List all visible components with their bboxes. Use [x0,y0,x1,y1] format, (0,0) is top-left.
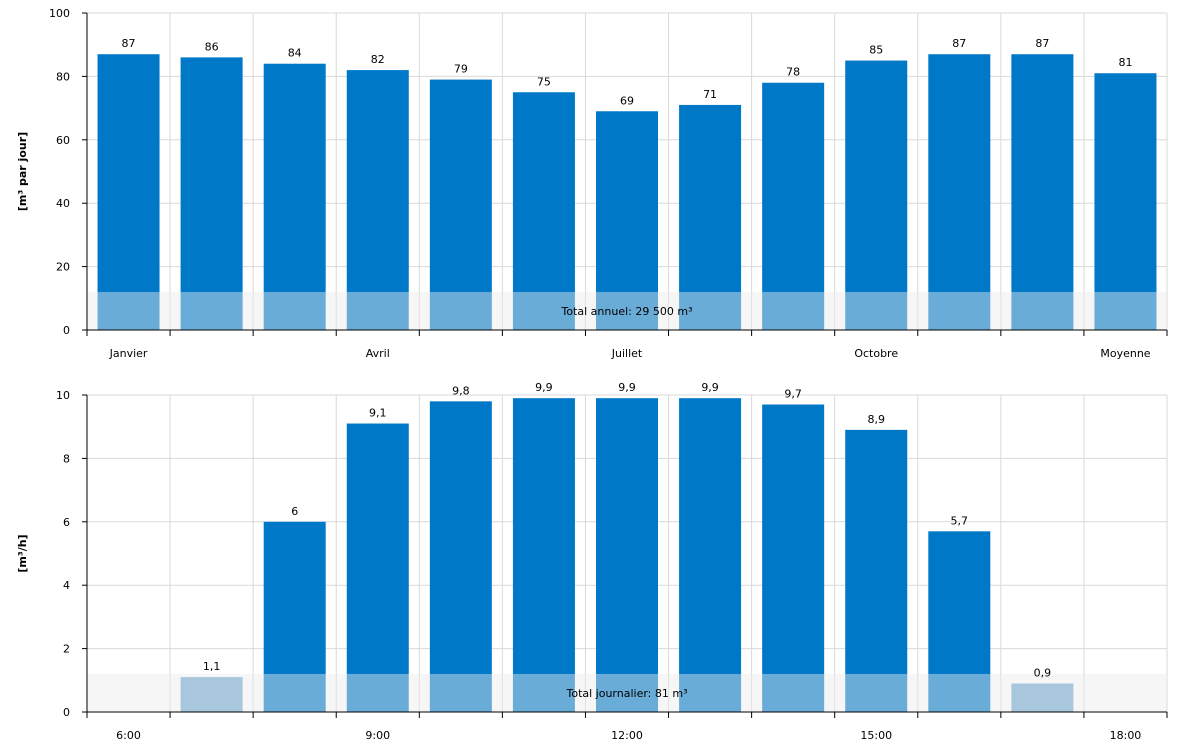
y-tick-label: 6 [63,516,70,529]
x-tick-label: 12:00 [611,729,643,742]
bar [346,70,409,330]
chart-hourly-flow: Total journalier: 81 m³ 1,1 6 9,1 9,8 9,9 9,9 9… [16,381,1168,742]
data-label: 69 [620,94,634,107]
y-tick-label: 10 [56,389,70,402]
bar [762,82,825,331]
data-label: 87 [1035,37,1049,50]
x-tick-label: Moyenne [1100,347,1150,360]
data-label: 9,9 [535,381,553,394]
x-tick-label: 9:00 [365,729,390,742]
data-label: 86 [205,40,219,53]
bar [596,111,658,331]
data-label: 9,7 [784,388,802,401]
y-tick-label: 40 [56,197,70,210]
data-label: 79 [454,63,468,76]
band-label: Total annuel: 29 500 m³ [561,305,693,318]
data-label: 6 [291,505,298,518]
total-band [87,673,1167,712]
bar [429,79,492,330]
data-label: 81 [1118,56,1132,69]
bar [679,398,742,712]
data-label: 9,9 [701,381,719,394]
y-tick-label: 0 [63,706,70,719]
y-tick-label: 60 [56,134,70,147]
y-tick-label: 0 [63,324,70,337]
y-tick-label: 80 [56,70,70,83]
x-tick-label: Avril [366,347,390,360]
data-label: 84 [288,47,302,60]
band-label: Total journalier: 81 m³ [565,687,687,700]
data-label: 9,8 [452,384,470,397]
y-axis-title: [m³ par jour] [16,132,29,211]
data-label: 5,7 [951,514,969,527]
bar [429,401,492,712]
bar [928,54,991,331]
data-label: 87 [122,37,136,50]
bar [512,92,575,330]
bar [596,398,658,712]
x-tick-label: Octobre [854,347,898,360]
total-band [87,291,1167,330]
y-tick-label: 4 [63,579,70,592]
data-label: 9,1 [369,407,387,420]
bar [1011,54,1074,331]
bar [180,57,243,330]
data-label: 71 [703,88,717,101]
y-tick-label: 2 [63,643,70,656]
bar [263,521,326,712]
chart-daily-volume-by-month: Total annuel: 29 500 m³ 87 86 84 82 79 75 69 71 7… [16,7,1168,360]
bar [845,429,908,712]
bar [346,423,409,712]
x-tick-label: 15:00 [860,729,892,742]
bar [180,677,243,712]
bar [679,104,742,331]
bar [97,54,160,331]
x-tick-label: Janvier [109,347,148,360]
data-label: 9,9 [618,381,636,394]
y-tick-label: 20 [56,261,70,274]
data-label: 87 [952,37,966,50]
data-label: 78 [786,66,800,79]
bar [845,60,908,331]
y-axis-title: [m³/h] [16,534,29,572]
bar [762,404,825,712]
x-tick-label: Juillet [611,347,643,360]
data-label: 75 [537,75,551,88]
data-label: 0,9 [1034,666,1052,679]
bar [1011,683,1074,712]
bar [928,531,991,712]
y-tick-label: 8 [63,452,70,465]
bar [512,398,575,712]
data-label: 1,1 [203,660,221,673]
bar [263,63,326,330]
x-tick-label: 6:00 [116,729,141,742]
data-label: 82 [371,53,385,66]
y-tick-label: 100 [49,7,70,20]
x-tick-label: 18:00 [1110,729,1142,742]
bar [1094,73,1157,330]
data-label: 8,9 [867,413,885,426]
data-label: 85 [869,44,883,57]
